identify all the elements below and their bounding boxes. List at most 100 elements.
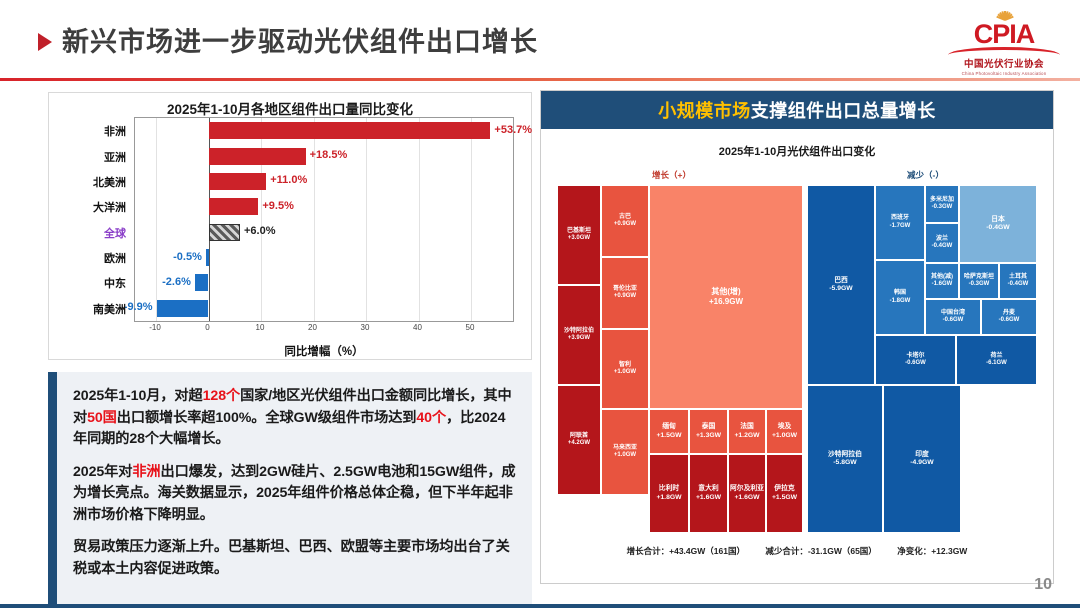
logo-arc bbox=[948, 47, 1060, 55]
bar-category-label: 大洋洲 bbox=[93, 202, 126, 215]
treemap-tile-decrease: 多米尼加 -0.3GW bbox=[925, 185, 959, 223]
treemap-tile-name: 中国台湾 bbox=[940, 309, 965, 316]
treemap-tile-value: -6.1GW bbox=[986, 360, 1007, 366]
treemap-tile-name: 沙特阿拉伯 bbox=[563, 327, 594, 334]
treemap-tile-name: 法国 bbox=[740, 423, 754, 431]
bar-row: +18.5% bbox=[135, 143, 513, 168]
bar-row: -9.9% bbox=[124, 296, 513, 321]
treemap-tile-increase: 哥伦比亚 +0.9GW bbox=[601, 257, 649, 329]
cpia-logo: CPIA 中国光伏行业协会 China Photovoltaic Industr… bbox=[944, 6, 1064, 76]
treemap-tile-value: +3.0GW bbox=[567, 235, 591, 241]
treemap-tile-value: -0.6GW bbox=[942, 317, 964, 323]
x-tick-label: 50 bbox=[465, 323, 475, 332]
bar bbox=[205, 249, 209, 267]
treemap-tile-name: 阿尔及利亚 bbox=[730, 485, 764, 493]
treemap-tile-name: 日本 bbox=[991, 215, 1005, 223]
treemap-plot-area: 增长（+） 减少（-） 巴基斯坦 +3.0GW 沙特阿拉伯 +3.9GW 阿联酋 +4.2GW… bbox=[557, 169, 1037, 533]
header-divider bbox=[0, 78, 1080, 81]
bar-row: +11.0% bbox=[135, 169, 513, 194]
treemap-tile-increase: 其他(增) +16.9GW bbox=[649, 185, 803, 409]
treemap-tile-value: +0.9GW bbox=[613, 221, 637, 227]
treemap-tile-value: +1.0GW bbox=[771, 431, 798, 439]
bar bbox=[208, 147, 306, 165]
commentary-paragraph-2: 2025年对非洲出口爆发，达到2GW硅片、2.5GW电池和15GW组件，成为增长… bbox=[73, 463, 516, 523]
treemap-tile-increase: 阿尔及利亚 +1.6GW bbox=[728, 454, 766, 533]
bar-category-label: 非洲 bbox=[104, 126, 126, 139]
treemap-tile-value: +4.2GW bbox=[567, 440, 591, 446]
treemap-tile-increase: 埃及 +1.0GW bbox=[766, 409, 803, 454]
triangle-bullet-icon bbox=[38, 32, 52, 51]
treemap-tile-value: -0.3GW bbox=[968, 281, 990, 287]
treemap-tile-name: 伊拉克 bbox=[774, 485, 795, 493]
treemap-tile-value: +1.6GW bbox=[734, 493, 760, 501]
treemap-tile-name: 巴西 bbox=[834, 276, 848, 284]
treemap-tile-value: +1.5GW bbox=[771, 493, 798, 501]
treemap-tile-value: +0.9GW bbox=[613, 293, 637, 299]
summary-net: 净变化：+12.3GW bbox=[897, 546, 968, 556]
treemap-tile-value: +16.9GW bbox=[708, 297, 743, 306]
x-tick-label: 40 bbox=[413, 323, 422, 332]
bar-value-label: +53.7% bbox=[494, 123, 533, 136]
treemap-tile-name: 比利时 bbox=[658, 485, 680, 493]
bar-category-label: 中东 bbox=[104, 278, 126, 291]
treemap-tile-value: -1.7GW bbox=[889, 222, 911, 229]
bar-chart-xaxis-label: 同比增幅（%） bbox=[284, 346, 364, 358]
bar bbox=[156, 299, 209, 317]
commentary-paragraph-1: 2025年1-10月，对超128个国家/地区光伏组件出口金额同比增长，其中对50… bbox=[73, 388, 512, 448]
treemap-tile-decrease: 巴西 -5.9GW bbox=[807, 185, 875, 385]
treemap-tile-value: +1.0GW bbox=[613, 369, 637, 375]
treemap-tile-decrease: 日本 -0.4GW bbox=[959, 185, 1037, 263]
treemap-tile-name: 马来西亚 bbox=[612, 444, 637, 451]
bar-category-label: 亚洲 bbox=[104, 151, 126, 164]
treemap-tile-increase: 法国 +1.2GW bbox=[728, 409, 766, 454]
treemap-group-label-decrease: 减少（-） bbox=[907, 170, 944, 180]
treemap-tile-decrease: 哈萨克斯坦 -0.3GW bbox=[959, 263, 999, 299]
treemap-tile-name: 土耳其 bbox=[1008, 273, 1027, 280]
treemap-tile-value: +1.6GW bbox=[695, 493, 722, 501]
bar-chart-plot-area: +53.7% +18.5% +11.0% +9.5% +6.0% -0.5% -2.6% -9… bbox=[124, 117, 532, 322]
treemap-title: 2025年1-10月光伏组件出口变化 bbox=[718, 146, 876, 158]
treemap-tile-value: +3.9GW bbox=[567, 335, 591, 341]
treemap-tile-decrease: 韩国 -1.8GW bbox=[875, 260, 925, 335]
treemap-tile-name: 西班牙 bbox=[890, 215, 909, 221]
bar-value-label: -2.6% bbox=[162, 275, 191, 288]
bar-chart: 2025年1-10月各地区组件出口量同比变化 +53.7% +18.5% +11.0… bbox=[48, 92, 532, 360]
x-tick-label: -10 bbox=[149, 323, 161, 332]
treemap-tile-increase: 智利 +1.0GW bbox=[601, 329, 649, 409]
treemap-tile-name: 荷兰 bbox=[990, 352, 1003, 359]
treemap-tile-increase: 泰国 +1.3GW bbox=[689, 409, 728, 454]
treemap-tile-increase: 巴基斯坦 +3.0GW bbox=[557, 185, 601, 285]
left-column: 2025年1-10月各地区组件出口量同比变化 +53.7% +18.5% +11.0… bbox=[48, 92, 532, 608]
treemap-tile-decrease: 其他(减) -1.6GW bbox=[925, 263, 959, 299]
treemap-tile-increase: 伊拉克 +1.5GW bbox=[766, 454, 803, 533]
bar-value-label: +9.5% bbox=[262, 199, 294, 212]
treemap-tile-increase: 缅甸 +1.5GW bbox=[649, 409, 689, 454]
treemap-tile-name: 波兰 bbox=[935, 235, 948, 242]
treemap-tile-decrease: 丹麦 -0.6GW bbox=[981, 299, 1037, 335]
treemap-tile-name: 埃及 bbox=[777, 423, 792, 431]
gridline bbox=[418, 118, 420, 321]
commentary-paragraph-3: 贸易政策压力逐渐上升。巴基斯坦、巴西、欧盟等主要市场均出台了关税或本土内容促进政… bbox=[73, 539, 510, 578]
right-panel: 小规模市场 支撑组件出口总量增长 2025年1-10月光伏组件出口变化 增长（+）… bbox=[540, 90, 1054, 584]
banner-rest: 支撑组件出口总量增长 bbox=[750, 101, 936, 121]
gridline bbox=[366, 118, 367, 321]
treemap-tile-value: -0.4GW bbox=[986, 224, 1010, 231]
treemap-tile-decrease: 西班牙 -1.7GW bbox=[875, 185, 925, 260]
treemap-tile-decrease: 印度 -4.9GW bbox=[883, 385, 961, 533]
treemap-tile-name: 泰国 bbox=[701, 423, 716, 431]
treemap-tile-value: -1.6GW bbox=[931, 281, 953, 287]
bar bbox=[208, 122, 491, 140]
logo-acronym: CPIA bbox=[973, 19, 1036, 49]
treemap-tile-decrease: 中国台湾 -0.6GW bbox=[925, 299, 981, 335]
treemap-tile-value: -1.8GW bbox=[889, 297, 911, 304]
x-tick-label: 20 bbox=[308, 323, 317, 332]
logo-en-name: China Photovoltaic Industry Association bbox=[961, 71, 1047, 76]
footer-bar bbox=[0, 604, 1080, 608]
treemap-tile-name: 多米尼加 bbox=[929, 196, 954, 203]
treemap-tile-value: -4.9GW bbox=[910, 459, 934, 466]
bar-row: +9.5% bbox=[135, 194, 513, 219]
bar-value-label: -9.9% bbox=[123, 301, 153, 314]
bar-category-label: 全球 bbox=[104, 227, 126, 240]
bar-row: +6.0% bbox=[135, 220, 513, 245]
treemap-tile-value: +1.8GW bbox=[656, 493, 682, 501]
